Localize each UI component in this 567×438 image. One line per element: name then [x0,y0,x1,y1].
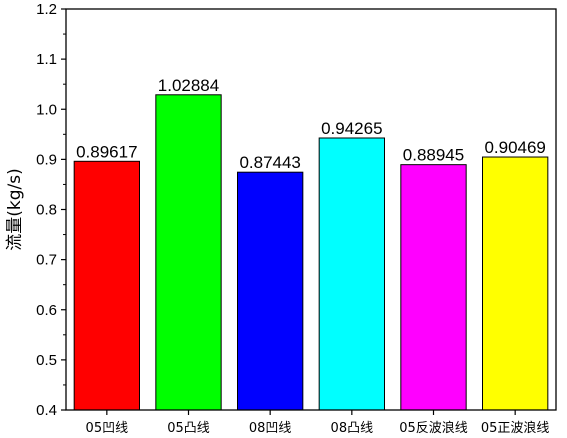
x-tick-label: 08凹线 [249,421,292,436]
data-label-5: 0.88945 [403,146,464,165]
y-tick-label: 1.0 [36,101,57,118]
y-tick-label: 0.9 [36,151,57,168]
y-tick-label: 0.8 [36,202,57,219]
y-tick-label: 0.5 [36,352,57,369]
x-tick-label: 05正波浪线 [481,421,550,436]
data-label-1: 0.89617 [76,142,137,161]
x-tick-label: 05凹线 [86,421,129,436]
data-labels-layer: 0.89617 1.02884 0.87443 0.94265 0.88945 0.904… [76,76,546,172]
y-tick-label: 0.6 [36,302,57,319]
y-tick-label: 1.1 [36,51,57,68]
bar-6 [482,156,549,411]
y-tick-label: 1.2 [36,1,57,18]
bars-layer [73,94,549,411]
data-label-3: 0.87443 [239,153,300,172]
data-label-2: 1.02884 [158,76,219,95]
y-axis-title: 流量(kg/s) [5,168,25,251]
data-label-6: 0.90469 [484,138,545,157]
bar-1 [73,160,140,411]
x-tick-label: 05反波浪线 [399,421,468,436]
bar-4 [318,137,385,411]
bar-3 [237,171,304,411]
bar-5 [400,164,467,411]
x-tick-label: 08凸线 [331,421,374,436]
y-tick-label: 0.7 [36,252,57,269]
y-tick-label: 0.4 [36,402,57,419]
y-axis-ticks: 0.4 0.5 0.6 0.7 0.8 0.9 1.0 1.1 1.2 [36,1,66,419]
data-label-4: 0.94265 [321,119,382,138]
bar-2 [155,94,222,411]
x-tick-label: 05凸线 [167,421,210,436]
x-axis-ticks: 05凹线 05凸线 08凹线 08凸线 05反波浪线 05正波浪线 [86,410,550,436]
